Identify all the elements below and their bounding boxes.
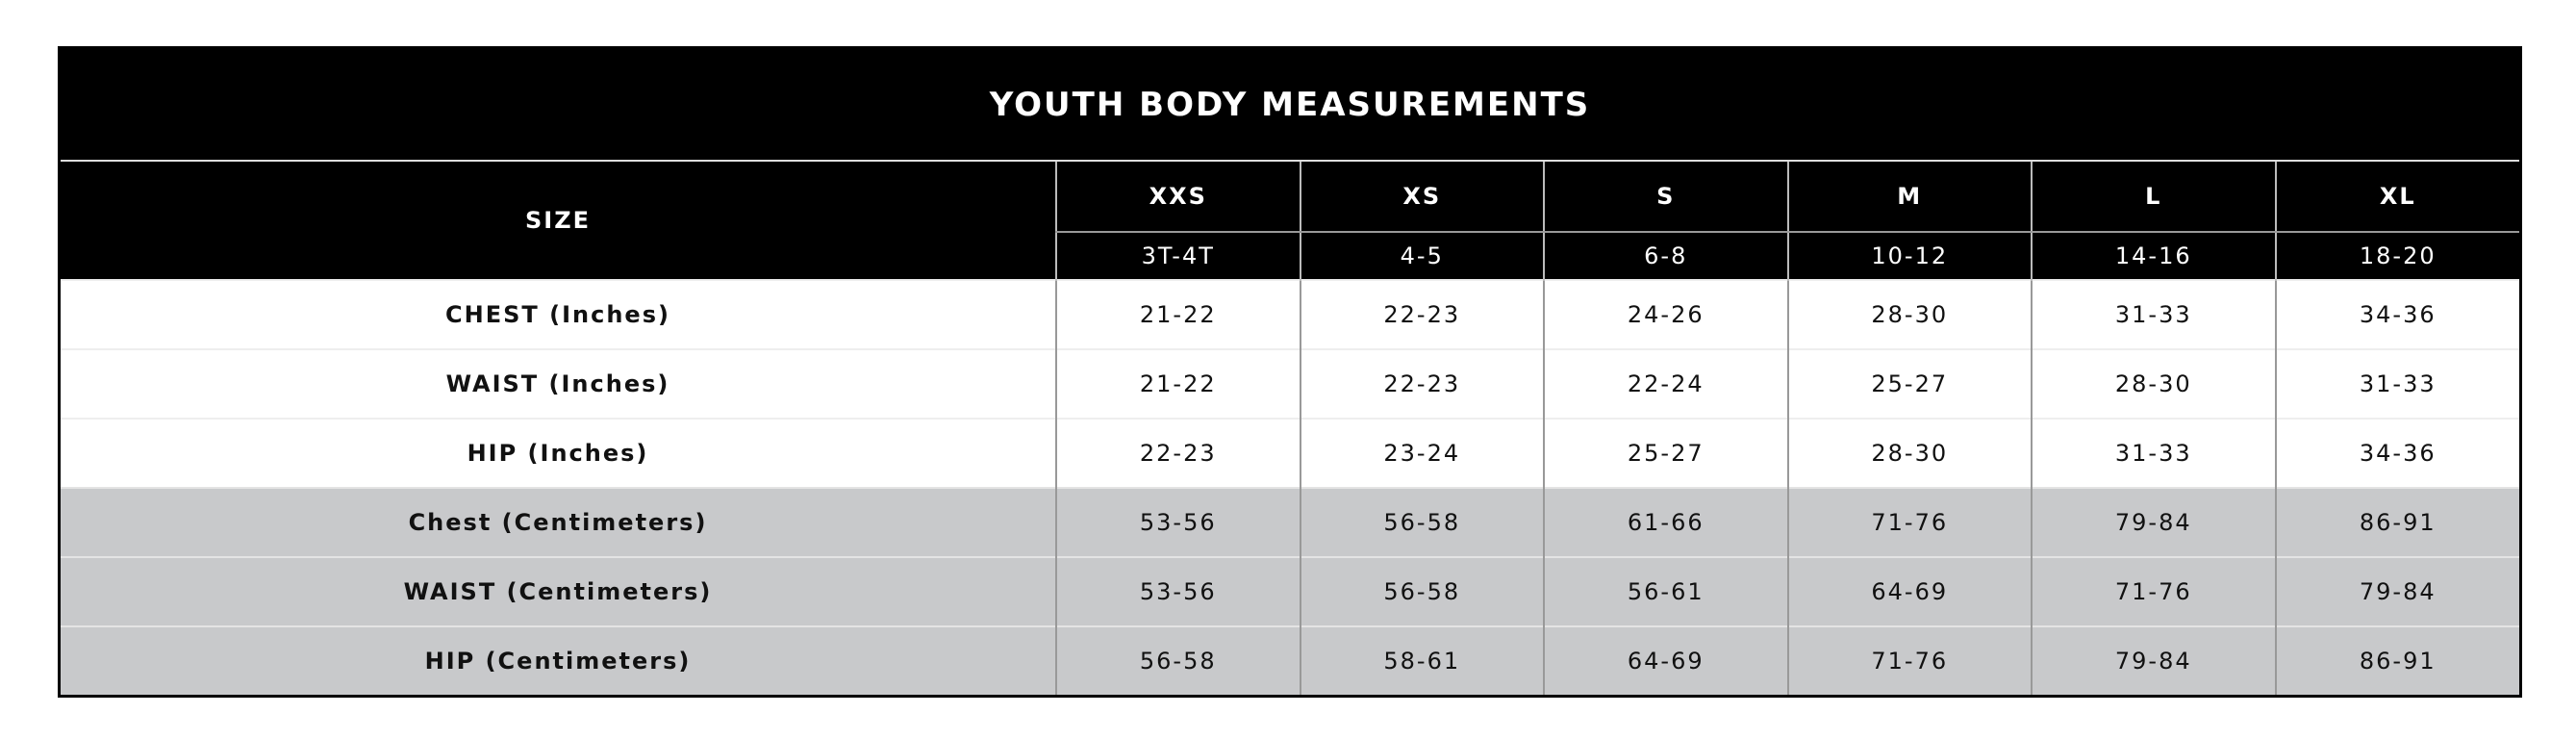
- measurement-cell: 64-69: [1543, 625, 1788, 695]
- measurement-cell: 61-66: [1543, 487, 1788, 557]
- size-row: SIZE XXS XS S M L XL: [61, 161, 2519, 280]
- age-header: 14-16: [2031, 232, 2276, 280]
- row-label: WAIST (Inches): [61, 348, 1056, 419]
- size-header: XL: [2274, 161, 2519, 233]
- measurement-cell: 22-24: [1543, 348, 1788, 419]
- measurement-cell: 71-76: [1786, 625, 2032, 695]
- measurement-cell: 58-61: [1299, 625, 1544, 695]
- measurement-cell: 79-84: [2031, 487, 2276, 557]
- measurement-cell: 86-91: [2274, 625, 2519, 695]
- size-chart: YOUTH BODY MEASUREMENTS SIZE XXS XS S M L XL 3T…: [58, 46, 2522, 698]
- measurement-cell: 53-56: [1055, 487, 1301, 557]
- size-header: XXS: [1055, 161, 1301, 233]
- measurement-cell: 21-22: [1055, 279, 1301, 349]
- age-header: 10-12: [1786, 232, 2032, 280]
- measurement-cell: 22-23: [1299, 279, 1544, 349]
- measurement-cell: 22-23: [1299, 348, 1544, 419]
- measurement-cell: 71-76: [1786, 487, 2032, 557]
- measurement-cell: 56-58: [1055, 625, 1301, 695]
- measurement-cell: 53-56: [1055, 556, 1301, 626]
- size-label: SIZE: [61, 161, 1056, 280]
- measurement-cell: 31-33: [2031, 418, 2276, 488]
- table-title: YOUTH BODY MEASUREMENTS: [61, 49, 2519, 162]
- age-header: 18-20: [2274, 232, 2519, 280]
- age-header: 3T-4T: [1055, 232, 1301, 280]
- measurement-cell: 79-84: [2274, 556, 2519, 626]
- measurement-cell: 28-30: [1786, 279, 2032, 349]
- measurement-row: HIP (Inches) 22-23 23-24 25-27 28-30 31-33 34-…: [61, 418, 2519, 488]
- age-header: 4-5: [1299, 232, 1544, 280]
- row-label: HIP (Centimeters): [61, 625, 1056, 695]
- age-row: 3T-4T 4-5 6-8 10-12 14-16 18-20: [61, 232, 2519, 280]
- measurement-row: Chest (Centimeters) 53-56 56-58 61-66 71-76 7…: [61, 487, 2519, 557]
- measurement-cell: 34-36: [2274, 418, 2519, 488]
- age-header: 6-8: [1543, 232, 1788, 280]
- row-label: Chest (Centimeters): [61, 487, 1056, 557]
- measurement-cell: 34-36: [2274, 279, 2519, 349]
- measurement-row: CHEST (Inches) 21-22 22-23 24-26 28-30 31-33 3…: [61, 279, 2519, 349]
- measurement-cell: 71-76: [2031, 556, 2276, 626]
- measurement-cell: 56-58: [1299, 487, 1544, 557]
- measurement-cell: 56-58: [1299, 556, 1544, 626]
- measurement-cell: 28-30: [1786, 418, 2032, 488]
- measurement-row: WAIST (Centimeters) 53-56 56-58 56-61 64-69 7…: [61, 556, 2519, 626]
- size-header: S: [1543, 161, 1788, 233]
- measurement-cell: 79-84: [2031, 625, 2276, 695]
- size-header: M: [1786, 161, 2032, 233]
- size-header: L: [2031, 161, 2276, 233]
- measurement-cell: 31-33: [2031, 279, 2276, 349]
- measurement-cell: 28-30: [2031, 348, 2276, 419]
- measurement-cell: 23-24: [1299, 418, 1544, 488]
- measurement-table: YOUTH BODY MEASUREMENTS SIZE XXS XS S M L XL 3T…: [61, 49, 2519, 695]
- measurement-cell: 24-26: [1543, 279, 1788, 349]
- measurement-cell: 86-91: [2274, 487, 2519, 557]
- measurement-row: WAIST (Inches) 21-22 22-23 22-24 25-27 28-30 3…: [61, 348, 2519, 419]
- row-label: CHEST (Inches): [61, 279, 1056, 349]
- measurement-cell: 22-23: [1055, 418, 1301, 488]
- measurement-cell: 64-69: [1786, 556, 2032, 626]
- measurement-cell: 31-33: [2274, 348, 2519, 419]
- measurement-cell: 21-22: [1055, 348, 1301, 419]
- row-label: WAIST (Centimeters): [61, 556, 1056, 626]
- measurement-row: HIP (Centimeters) 56-58 58-61 64-69 71-76 79-…: [61, 625, 2519, 695]
- measurement-cell: 56-61: [1543, 556, 1788, 626]
- size-header: XS: [1299, 161, 1544, 233]
- row-label: HIP (Inches): [61, 418, 1056, 488]
- measurement-cell: 25-27: [1543, 418, 1788, 488]
- measurement-cell: 25-27: [1786, 348, 2032, 419]
